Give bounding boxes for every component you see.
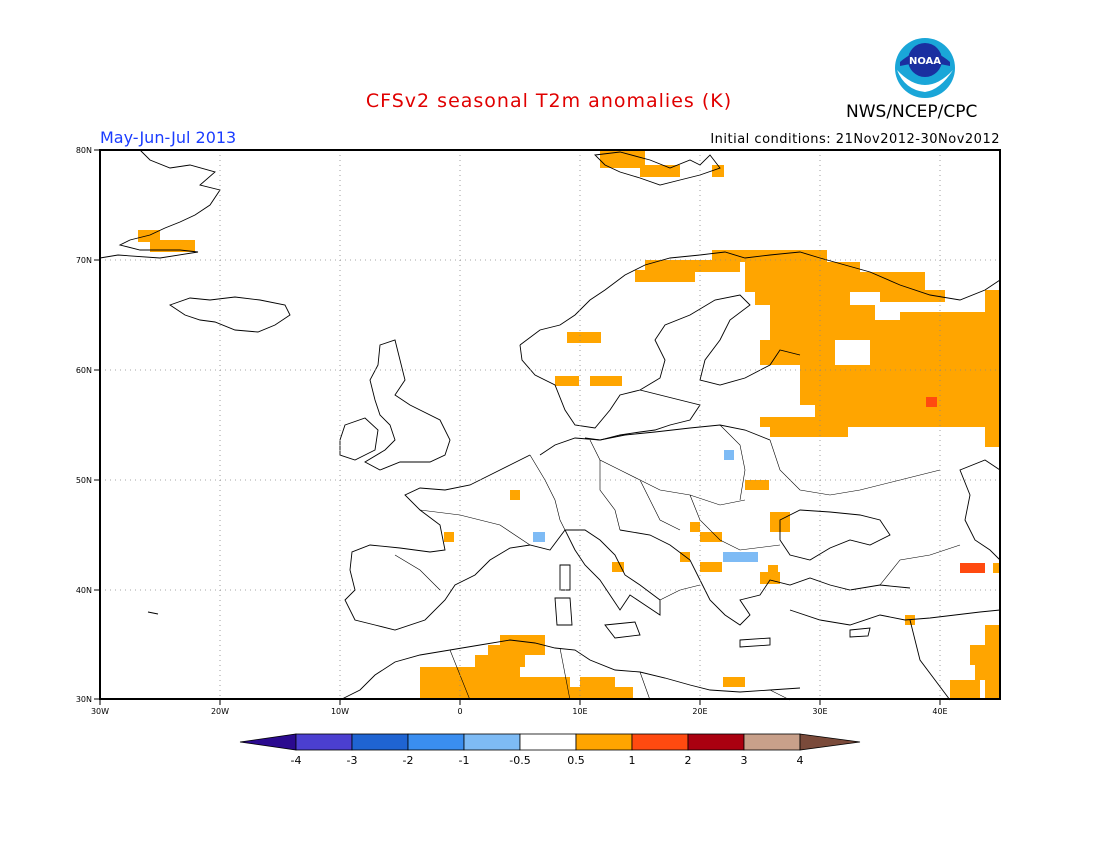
lat-label: 40N	[76, 586, 92, 595]
colorbar-labels: -4 -3 -2 -1 -0.5 0.5 1 2 3 4	[291, 754, 804, 767]
graticule	[100, 150, 1000, 699]
colorbar-cell	[631, 733, 689, 751]
lon-label: 0	[457, 707, 462, 716]
noaa-logo: NOAA	[895, 38, 955, 98]
latitude-labels: 30N 40N 50N 60N 70N 80N	[76, 146, 92, 704]
hot-anomaly-regions	[926, 397, 985, 573]
colorbar-cell	[687, 733, 745, 751]
colorbar-label: -3	[347, 754, 358, 767]
lon-label: 30W	[91, 707, 109, 716]
lon-label: 40E	[932, 707, 947, 716]
lat-label: 60N	[76, 366, 92, 375]
colorbar-label: -0.5	[509, 754, 530, 767]
colorbar-cell	[463, 733, 521, 751]
lon-label: 20E	[692, 707, 707, 716]
lon-label: 10W	[331, 707, 349, 716]
coastlines	[99, 149, 1001, 701]
colorbar-cell	[575, 733, 633, 751]
lon-label: 30E	[812, 707, 827, 716]
season-label: May-Jun-Jul 2013	[100, 128, 237, 147]
organization-label: NWS/NCEP/CPC	[846, 102, 978, 122]
noaa-logo-text: NOAA	[909, 56, 941, 67]
lat-label: 50N	[76, 476, 92, 485]
colorbar-cell	[239, 733, 297, 751]
colorbar-cell	[351, 733, 409, 751]
colorbar-label: 3	[741, 754, 748, 767]
colorbar-label: 2	[685, 754, 692, 767]
colorbar-cell	[295, 733, 353, 751]
colorbar-label: -2	[403, 754, 414, 767]
colorbar-cell	[519, 733, 577, 751]
map-frame	[99, 149, 1001, 700]
lon-label: 20W	[211, 707, 229, 716]
warm-anomaly-regions	[138, 150, 1000, 699]
colorbar-label: 1	[629, 754, 636, 767]
colorbar-cell	[743, 733, 801, 751]
longitude-labels: 30W 20W 10W 0 10E 20E 30E 40E	[91, 707, 948, 716]
colorbar	[239, 733, 861, 751]
axis-ticks	[94, 149, 941, 705]
map-title: CFSv2 seasonal T2m anomalies (K)	[365, 90, 733, 112]
colorbar-label: -4	[291, 754, 302, 767]
lat-label: 80N	[76, 146, 92, 155]
colorbar-cell	[407, 733, 465, 751]
initial-conditions-label: Initial conditions: 21Nov2012-30Nov2012	[710, 132, 1000, 147]
cool-anomaly-regions	[533, 450, 758, 562]
country-borders	[394, 424, 961, 701]
lat-label: 70N	[76, 256, 92, 265]
lon-label: 10E	[572, 707, 587, 716]
colorbar-label: -1	[459, 754, 470, 767]
colorbar-label: 0.5	[567, 754, 585, 767]
lat-label: 30N	[76, 695, 92, 704]
colorbar-label: 4	[797, 754, 804, 767]
colorbar-cell	[799, 733, 861, 751]
